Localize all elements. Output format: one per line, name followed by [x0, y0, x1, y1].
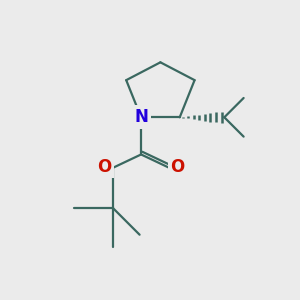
Text: O: O [170, 158, 185, 175]
Text: O: O [98, 158, 112, 175]
Text: N: N [134, 108, 148, 126]
